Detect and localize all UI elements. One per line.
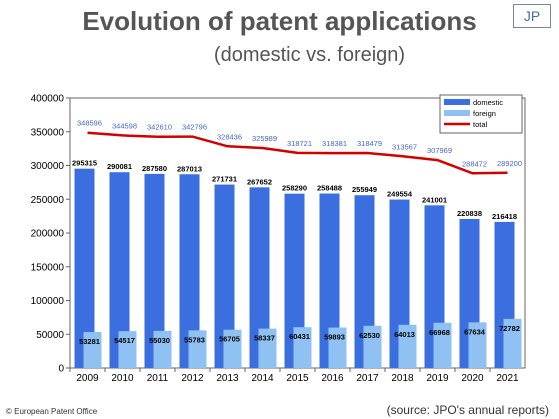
domestic-value-label: 241001 xyxy=(422,195,447,204)
domestic-value-label: 271731 xyxy=(212,175,237,184)
foreign-value-label: 72782 xyxy=(499,324,520,333)
x-tick-label: 2010 xyxy=(111,373,134,384)
domestic-value-label: 287013 xyxy=(177,164,202,173)
source-note: (source: JPO's annual reports) xyxy=(387,403,549,417)
legend-swatch xyxy=(444,99,470,105)
domestic-value-label: 290081 xyxy=(107,162,132,171)
total-value-label: 307969 xyxy=(427,146,452,155)
foreign-value-label: 55783 xyxy=(184,335,205,344)
foreign-value-label: 54517 xyxy=(114,336,135,345)
total-value-label: 342796 xyxy=(182,123,207,132)
x-tick-label: 2019 xyxy=(426,373,449,384)
x-tick-label: 2018 xyxy=(391,373,414,384)
total-value-label: 289200 xyxy=(497,159,522,168)
y-tick-label: 250000 xyxy=(31,195,65,206)
domestic-value-label: 258488 xyxy=(317,184,342,193)
total-value-label: 344598 xyxy=(112,121,137,130)
x-tick-label: 2012 xyxy=(181,373,204,384)
y-tick-label: 300000 xyxy=(31,161,65,172)
foreign-value-label: 55030 xyxy=(149,336,170,345)
domestic-value-label: 258290 xyxy=(282,184,307,193)
y-tick-label: 200000 xyxy=(31,229,65,240)
domestic-value-label: 220838 xyxy=(457,209,482,218)
foreign-value-label: 62530 xyxy=(359,331,380,340)
x-tick-label: 2009 xyxy=(76,373,99,384)
legend-label: total xyxy=(473,120,488,129)
foreign-value-label: 58337 xyxy=(254,334,275,343)
foreign-value-label: 66968 xyxy=(429,328,450,337)
y-tick-label: 400000 xyxy=(31,94,65,105)
total-value-label: 318381 xyxy=(322,139,347,148)
y-tick-label: 0 xyxy=(58,364,64,375)
total-value-label: 348596 xyxy=(77,119,102,128)
y-tick-label: 50000 xyxy=(36,330,64,341)
foreign-value-label: 56705 xyxy=(219,335,240,344)
x-tick-label: 2020 xyxy=(461,373,484,384)
total-value-label: 313567 xyxy=(392,142,417,151)
copyright-text: © European Patent Office xyxy=(6,407,97,416)
domestic-value-label: 295315 xyxy=(72,159,97,168)
domestic-value-label: 287580 xyxy=(142,164,167,173)
x-tick-label: 2021 xyxy=(496,373,519,384)
foreign-value-label: 59893 xyxy=(324,333,345,342)
legend-swatch xyxy=(444,110,470,116)
domestic-value-label: 249554 xyxy=(387,190,413,199)
y-tick-label: 150000 xyxy=(31,262,65,273)
x-tick-label: 2014 xyxy=(251,373,274,384)
foreign-value-label: 64013 xyxy=(394,330,415,339)
total-value-label: 318721 xyxy=(287,139,312,148)
x-tick-label: 2013 xyxy=(216,373,239,384)
x-tick-label: 2017 xyxy=(356,373,379,384)
total-value-label: 325989 xyxy=(252,134,277,143)
domestic-value-label: 267652 xyxy=(247,177,272,186)
domestic-value-label: 255949 xyxy=(352,185,377,194)
legend-label: domestic xyxy=(473,98,503,107)
domestic-value-label: 216418 xyxy=(492,212,517,221)
x-tick-label: 2015 xyxy=(286,373,309,384)
total-value-label: 342610 xyxy=(147,123,172,132)
x-tick-label: 2011 xyxy=(147,373,169,384)
total-value-label: 328436 xyxy=(217,132,242,141)
foreign-value-label: 67634 xyxy=(464,327,486,336)
y-tick-label: 350000 xyxy=(31,127,65,138)
foreign-value-label: 53281 xyxy=(79,337,100,346)
x-tick-label: 2016 xyxy=(321,373,344,384)
legend-label: foreign xyxy=(473,109,496,118)
total-value-label: 318479 xyxy=(357,139,382,148)
foreign-value-label: 60431 xyxy=(289,332,310,341)
total-value-label: 288472 xyxy=(462,159,487,168)
y-tick-label: 100000 xyxy=(31,296,65,307)
